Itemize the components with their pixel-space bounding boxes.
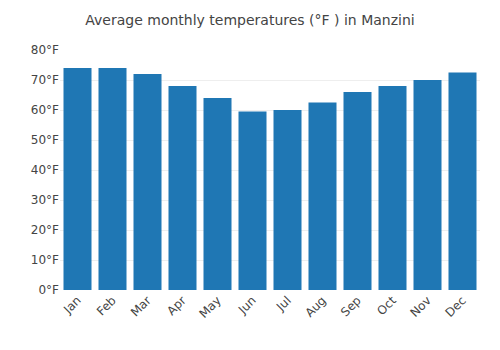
svg-text:40°F: 40°F [31, 163, 59, 177]
svg-text:Aug: Aug [302, 293, 328, 319]
svg-text:Oct: Oct [374, 293, 399, 318]
svg-text:Average monthly temperatures (: Average monthly temperatures (°F ) in Ma… [85, 12, 414, 28]
svg-text:30°F: 30°F [31, 193, 59, 207]
svg-text:0°F: 0°F [38, 283, 59, 297]
svg-text:Apr: Apr [164, 293, 189, 318]
svg-text:50°F: 50°F [31, 133, 59, 147]
svg-text:70°F: 70°F [31, 73, 59, 87]
svg-text:May: May [196, 293, 223, 320]
svg-text:Dec: Dec [443, 293, 469, 319]
svg-text:20°F: 20°F [31, 223, 59, 237]
svg-text:Jan: Jan [60, 293, 84, 317]
svg-text:Feb: Feb [94, 293, 119, 318]
svg-text:Nov: Nov [407, 293, 433, 319]
svg-text:80°F: 80°F [31, 43, 59, 57]
svg-text:60°F: 60°F [31, 103, 59, 117]
svg-text:Sep: Sep [338, 293, 364, 319]
svg-text:Mar: Mar [128, 293, 154, 319]
svg-text:Jul: Jul [273, 293, 294, 314]
svg-text:10°F: 10°F [31, 253, 59, 267]
svg-text:Jun: Jun [235, 293, 259, 317]
